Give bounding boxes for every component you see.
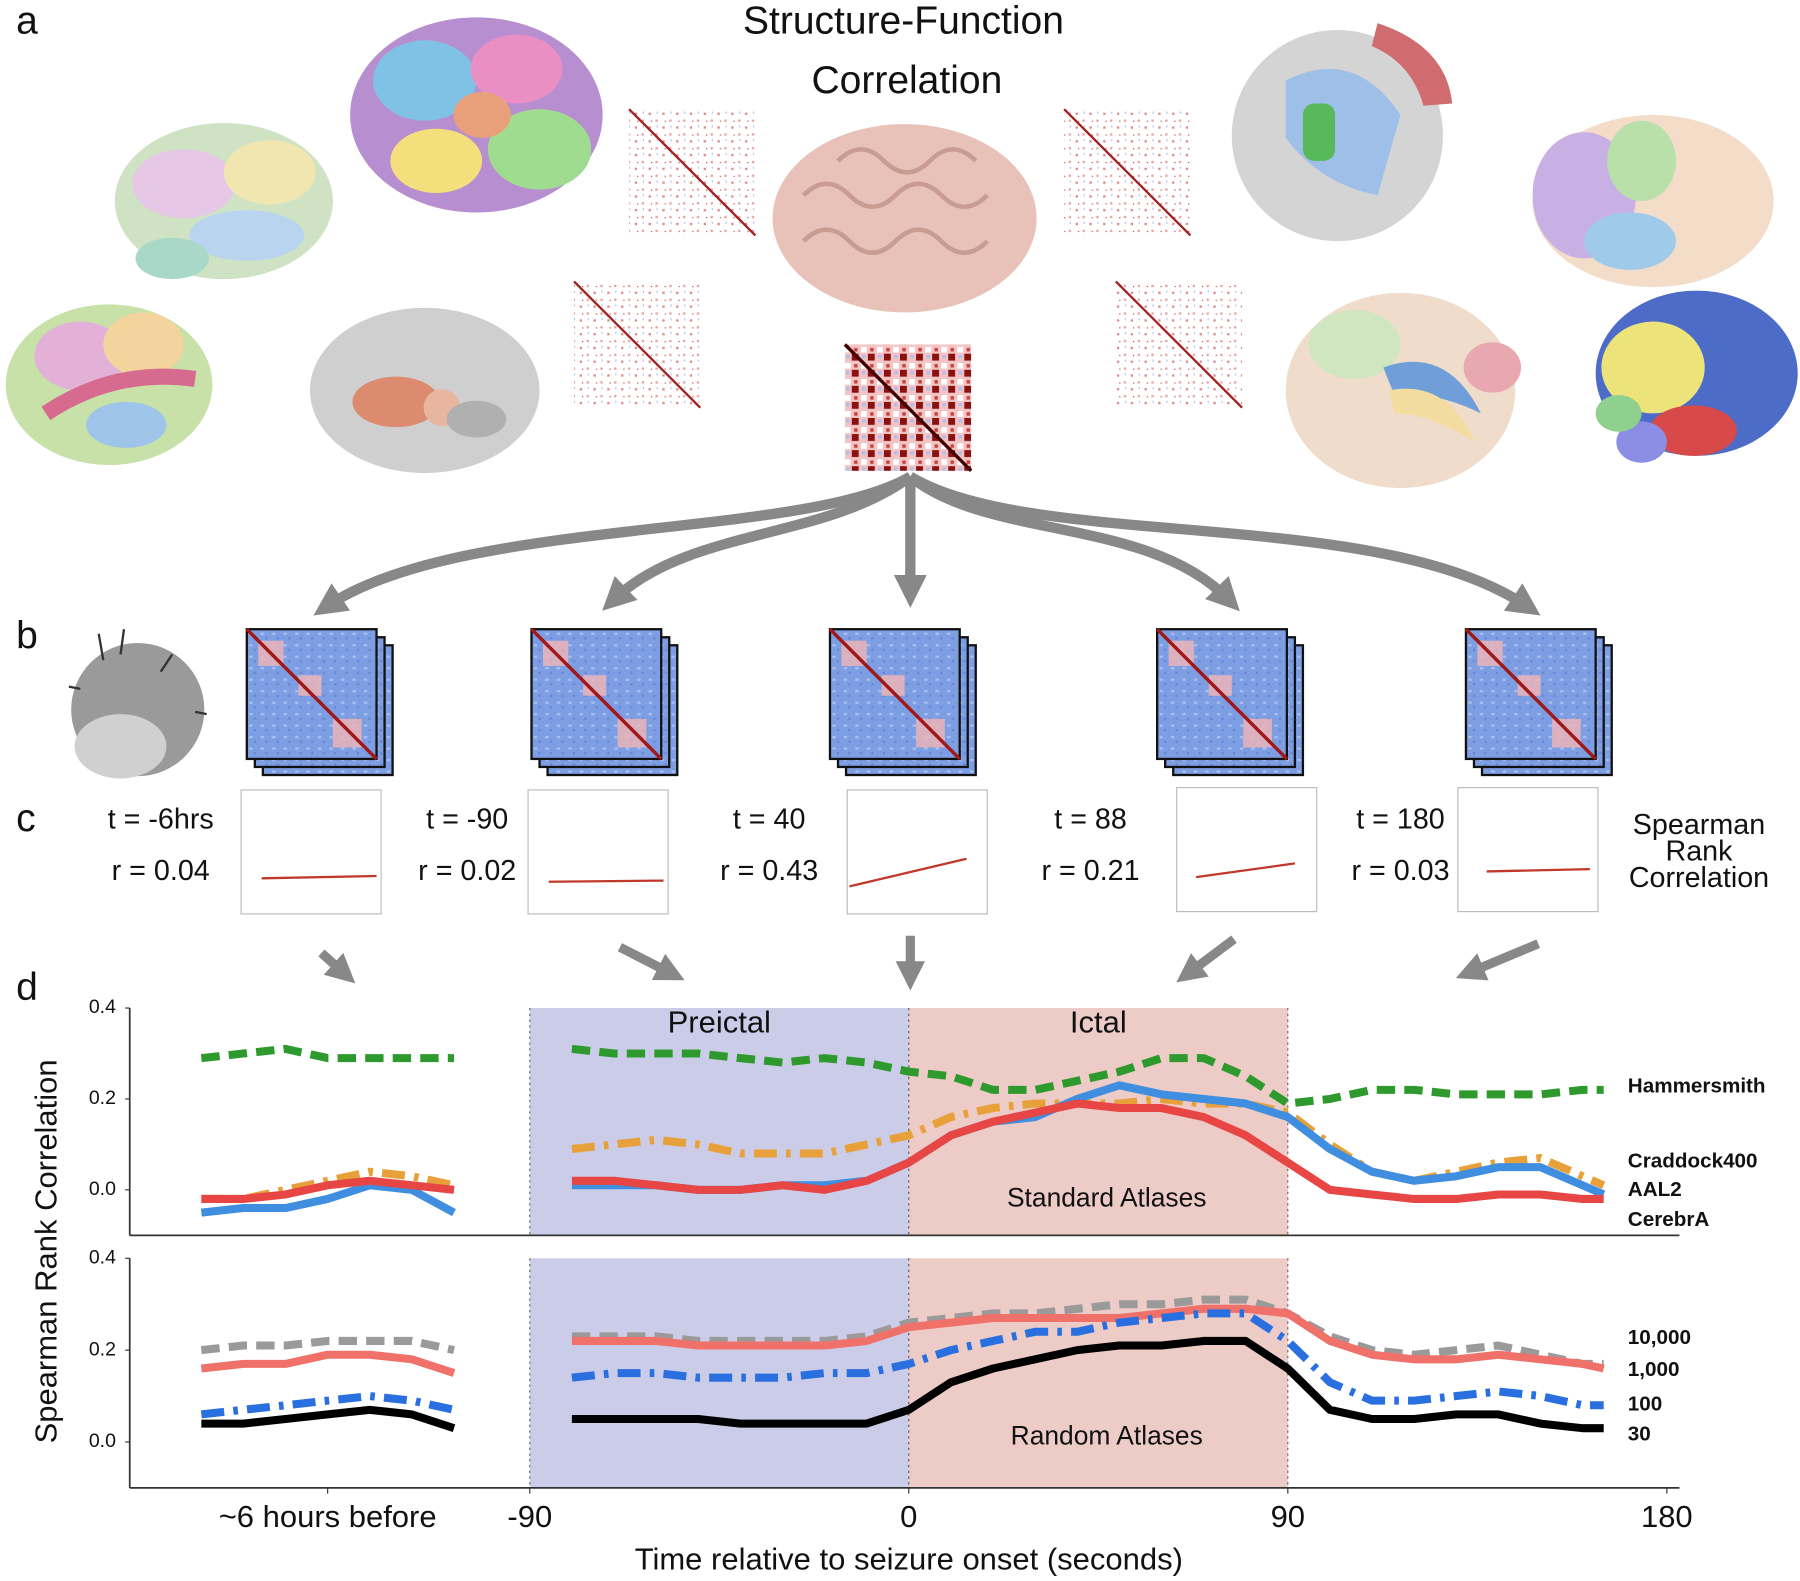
annotation: Standard Atlases [1007,1183,1207,1213]
time-label: t = -6hrs [108,803,214,835]
time-label: t = 40 [733,803,806,835]
y-tick-label: 0.2 [89,1087,116,1109]
series-line [200,1304,1605,1377]
brain-atlas [114,122,333,280]
fc-matrix [1155,627,1305,777]
implant-head [68,629,207,779]
r-label: r = 0.03 [1351,855,1449,887]
y-tick-label: 0.4 [89,1246,116,1268]
region-label: Preictal [668,1004,771,1039]
legend-label: AAL2 [1628,1178,1682,1201]
region [908,1008,1288,1236]
series-line [201,1336,1604,1433]
legend-label: 30 [1628,1423,1651,1446]
sc-matrix [573,280,702,409]
brain-subcortical [1285,292,1522,489]
legend-label: 10,000 [1628,1326,1691,1349]
caption: Rank [1665,836,1733,868]
fc-matrix [828,627,978,777]
caption: Spearman [1633,809,1765,841]
series-line [200,1044,1604,1108]
time-label: t = 88 [1054,803,1127,835]
legend-label: 1,000 [1628,1358,1680,1381]
scatter-thumbnail [527,789,669,915]
annotation: Random Atlases [1011,1420,1203,1450]
region [529,1008,909,1236]
scatter-thumbnail [1457,787,1599,913]
fc-matrix [1464,627,1614,777]
title: Correlation [811,59,1002,102]
time-label: t = -90 [426,803,508,835]
panel-label: b [16,615,38,658]
legend-label: CerebrA [1628,1208,1710,1231]
scatter-thumbnail [846,789,988,915]
sc-matrix [1115,280,1243,409]
x-tick-label: 180 [1641,1499,1693,1534]
y-tick-label: 0.0 [89,1430,116,1452]
sc-matrix [843,343,973,473]
panel-c-labels: t = -6hrs r = 0.04 t = -90 r = 0.02 t = 40 r … [108,803,1450,887]
arrows [318,935,1541,991]
y-tick-label: 0.0 [89,1178,116,1200]
legend-label: 100 [1628,1393,1662,1416]
region-label: Ictal [1070,1004,1127,1039]
panel-label: a [16,0,38,42]
charts: Preictal Ictal 0.0 0.2 0.4 Standard Atlases Ha… [89,996,1766,1576]
r-label: r = 0.21 [1042,855,1140,887]
y-tick-label: 0.4 [89,996,116,1018]
brain-atlas [350,17,603,213]
caption: Correlation [1629,862,1769,894]
fc-matrix [529,627,680,777]
sc-matrix [1063,108,1192,237]
series-line [200,1295,1604,1368]
fc-matrix [245,627,395,777]
brain-tract [1231,23,1453,242]
time-label: t = 180 [1356,803,1445,835]
brain-medial [309,307,540,474]
panel-label: d [16,966,38,1009]
x-tick-label: -90 [507,1499,552,1534]
scatter-thumbnail [240,789,382,915]
x-tick-label: 90 [1271,1499,1305,1534]
x-tick-label: 0 [900,1499,917,1534]
sc-matrix [628,108,757,237]
brain-lobes [1595,290,1798,463]
brain-atlas [1532,114,1774,288]
x-tick-label: ~6 hours before [219,1499,437,1534]
series-line [200,1309,1604,1419]
y-axis-label: Spearman Rank Correlation [28,1059,63,1443]
brain-atlas [5,304,213,466]
legend-label: Hammersmith [1628,1075,1766,1098]
title: Structure-Function [743,0,1064,42]
series-line [201,1099,1604,1203]
legend-label: Craddock400 [1628,1149,1758,1172]
arrows [313,472,1541,616]
r-label: r = 0.04 [112,855,210,887]
brain-center [772,124,1037,313]
r-label: r = 0.43 [720,855,818,887]
panel-label: c [16,797,36,840]
r-label: r = 0.02 [418,855,516,887]
scatter-thumbnail [1176,787,1318,913]
y-tick-label: 0.2 [89,1338,116,1360]
x-axis-label: Time relative to seizure onset (seconds) [635,1542,1183,1577]
region [908,1258,1288,1488]
